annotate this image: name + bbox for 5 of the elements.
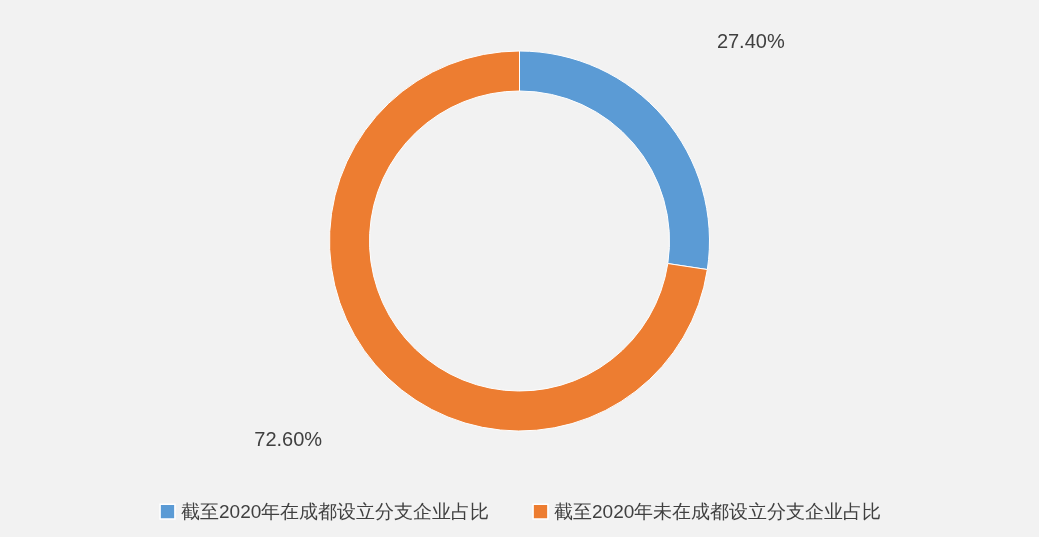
data-label: 27.40% [716, 30, 785, 53]
donut-slice [329, 50, 708, 432]
data-label: 72.60% [254, 427, 323, 450]
legend-label: 截至2020年在成都设立分支企业占比 [181, 500, 490, 522]
legend-label: 截至2020年未在成都设立分支企业占比 [554, 500, 882, 522]
